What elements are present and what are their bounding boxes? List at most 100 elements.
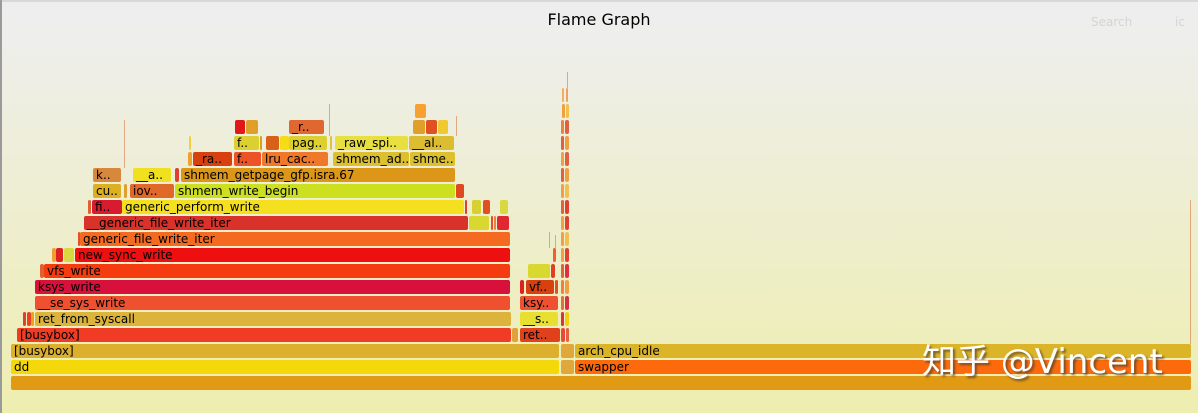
flame-frame[interactable] bbox=[11, 376, 1191, 390]
flame-frame[interactable]: shme.. bbox=[410, 152, 455, 166]
search-button[interactable]: Search bbox=[1091, 15, 1133, 29]
flame-frame[interactable] bbox=[456, 184, 464, 198]
flame-frame[interactable] bbox=[426, 120, 437, 134]
flame-frame[interactable] bbox=[565, 216, 569, 230]
flame-frame[interactable] bbox=[260, 136, 262, 150]
flame-frame[interactable] bbox=[565, 312, 569, 326]
flame-frame[interactable] bbox=[561, 232, 564, 246]
flame-frame[interactable] bbox=[64, 248, 74, 262]
flame-frame[interactable]: shmem_write_begin bbox=[175, 184, 455, 198]
flame-frame[interactable] bbox=[565, 136, 569, 150]
flame-frame[interactable]: ksys_write bbox=[35, 280, 510, 294]
flame-frame[interactable] bbox=[189, 136, 191, 150]
flame-frame[interactable]: __s.. bbox=[520, 312, 558, 326]
flame-frame[interactable] bbox=[561, 184, 564, 198]
flame-frame[interactable]: f.. bbox=[234, 136, 259, 150]
flame-frame[interactable] bbox=[52, 248, 56, 262]
flame-frame[interactable]: cu.. bbox=[93, 184, 121, 198]
flame-frame[interactable]: generic_file_write_iter bbox=[80, 232, 510, 246]
flame-frame[interactable] bbox=[565, 184, 569, 198]
flame-frame[interactable]: swapper bbox=[575, 360, 1191, 374]
flame-frame[interactable] bbox=[561, 200, 564, 214]
flame-frame[interactable] bbox=[500, 200, 508, 214]
flame-frame[interactable] bbox=[497, 216, 509, 230]
flame-frame[interactable]: _raw_spi.. bbox=[335, 136, 408, 150]
flame-frame[interactable]: ksy.. bbox=[520, 296, 558, 310]
flame-frame[interactable] bbox=[124, 184, 127, 198]
flame-frame[interactable] bbox=[561, 248, 564, 262]
flame-frame[interactable] bbox=[472, 200, 481, 214]
flame-frame[interactable]: k.. bbox=[93, 168, 121, 182]
flame-frame[interactable] bbox=[175, 168, 179, 182]
flame-frame[interactable] bbox=[188, 152, 192, 166]
flame-frame[interactable] bbox=[246, 120, 258, 134]
flame-frame[interactable] bbox=[565, 200, 569, 214]
flame-frame[interactable]: f.. bbox=[234, 152, 261, 166]
flame-frame[interactable] bbox=[528, 264, 550, 278]
flame-frame[interactable] bbox=[565, 152, 569, 166]
flame-frame[interactable] bbox=[415, 104, 426, 118]
flame-frame[interactable]: lru_cac.. bbox=[262, 152, 328, 166]
flame-frame[interactable]: __generic_file_write_iter bbox=[84, 216, 468, 230]
flame-frame[interactable] bbox=[561, 312, 564, 326]
flame-frame[interactable] bbox=[565, 248, 569, 262]
flame-frame[interactable] bbox=[469, 216, 489, 230]
ignore-case-toggle[interactable]: ic bbox=[1175, 15, 1185, 29]
flame-frame[interactable] bbox=[78, 232, 80, 246]
flame-frame[interactable] bbox=[561, 264, 564, 278]
flame-frame[interactable] bbox=[565, 168, 569, 182]
flame-frame[interactable] bbox=[27, 312, 31, 326]
flame-frame[interactable]: arch_cpu_idle bbox=[575, 344, 1191, 358]
flame-frame[interactable]: [busybox] bbox=[11, 344, 559, 358]
flame-frame[interactable] bbox=[561, 152, 564, 166]
flame-frame[interactable]: ret.. bbox=[520, 328, 560, 342]
flame-frame[interactable]: vf.. bbox=[526, 280, 554, 294]
flame-frame[interactable] bbox=[483, 200, 490, 214]
flame-frame[interactable] bbox=[565, 296, 569, 310]
flame-frame[interactable] bbox=[438, 120, 448, 134]
flame-frame[interactable] bbox=[413, 120, 425, 134]
flame-frame[interactable] bbox=[266, 136, 279, 150]
flame-frame[interactable]: fi.. bbox=[92, 200, 122, 214]
flame-frame[interactable] bbox=[553, 248, 556, 262]
flame-frame[interactable] bbox=[40, 264, 44, 278]
flame-frame[interactable] bbox=[565, 120, 569, 134]
flame-frame[interactable] bbox=[280, 136, 289, 150]
flame-frame[interactable] bbox=[494, 216, 496, 230]
flame-frame[interactable] bbox=[56, 248, 63, 262]
flame-frame[interactable] bbox=[330, 136, 332, 150]
flame-frame[interactable] bbox=[520, 280, 524, 294]
flame-frame[interactable] bbox=[561, 120, 564, 134]
flame-frame[interactable]: __al.. bbox=[409, 136, 454, 150]
flame-frame[interactable]: __se_sys_write bbox=[35, 296, 510, 310]
flame-frame[interactable] bbox=[561, 280, 564, 294]
flame-frame[interactable] bbox=[565, 264, 569, 278]
flame-frame[interactable] bbox=[561, 136, 564, 150]
flame-frame[interactable]: pag.. bbox=[289, 136, 327, 150]
flame-frame[interactable] bbox=[88, 200, 91, 214]
flame-frame[interactable]: vfs_write bbox=[44, 264, 510, 278]
flame-frame[interactable] bbox=[566, 328, 569, 342]
flame-frame[interactable] bbox=[562, 104, 565, 118]
flame-frame[interactable] bbox=[561, 168, 564, 182]
flame-frame[interactable] bbox=[31, 312, 34, 326]
flame-frame[interactable]: dd bbox=[11, 360, 559, 374]
flame-frame[interactable]: iov.. bbox=[130, 184, 174, 198]
flame-frame[interactable] bbox=[491, 216, 493, 230]
flame-frame[interactable] bbox=[565, 232, 569, 246]
flame-frame[interactable] bbox=[561, 216, 564, 230]
flame-frame[interactable]: ret_from_syscall bbox=[35, 312, 511, 326]
flame-frame[interactable]: new_sync_write bbox=[75, 248, 510, 262]
flame-frame[interactable]: __a.. bbox=[133, 168, 171, 182]
flame-frame[interactable]: shmem_ad.. bbox=[333, 152, 409, 166]
flame-frame[interactable] bbox=[561, 296, 564, 310]
flame-frame[interactable] bbox=[465, 200, 467, 214]
flame-frame[interactable] bbox=[561, 328, 565, 342]
flame-frame[interactable] bbox=[561, 360, 574, 374]
flame-frame[interactable]: _r.. bbox=[289, 120, 324, 134]
flame-frame[interactable]: [busybox] bbox=[17, 328, 511, 342]
flame-frame[interactable]: shmem_getpage_gfp.isra.67 bbox=[181, 168, 455, 182]
flame-frame[interactable] bbox=[555, 280, 558, 294]
flame-frame[interactable] bbox=[235, 120, 245, 134]
flame-frame[interactable] bbox=[23, 312, 26, 326]
